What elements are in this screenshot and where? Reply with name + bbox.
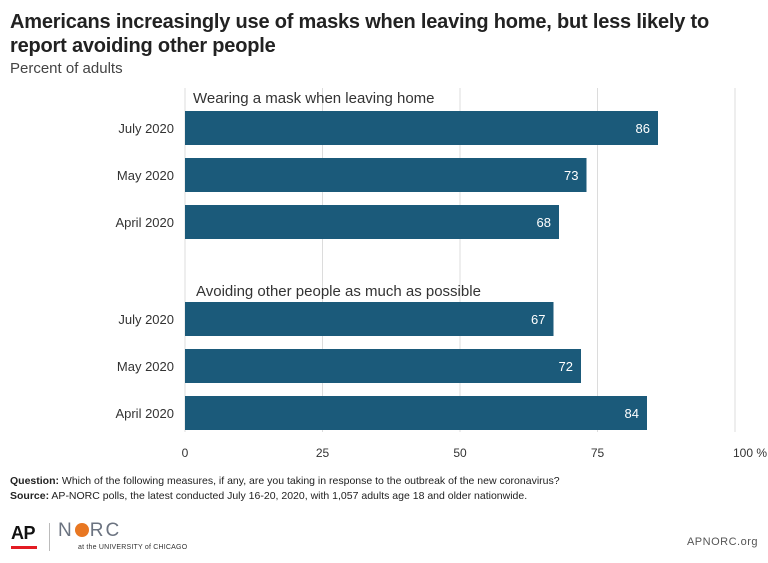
category-label: July 2020: [118, 121, 174, 136]
bar: [185, 349, 581, 383]
norc-sublabel: at the UNIVERSITY of CHICAGO: [78, 544, 188, 551]
data-label: 72: [559, 359, 573, 374]
source-label: Source:: [10, 490, 50, 502]
category-label: April 2020: [115, 215, 174, 230]
footnote: Question: Which of the following measure…: [10, 474, 760, 504]
category-label: May 2020: [117, 168, 174, 183]
category-label: July 2020: [118, 312, 174, 327]
bar: [185, 158, 587, 192]
bar-chart: Wearing a mask when leaving home July 202…: [115, 88, 767, 460]
ap-logo-underline: [11, 546, 37, 549]
bar: [185, 396, 647, 430]
category-label: April 2020: [115, 406, 174, 421]
question-label: Question:: [10, 475, 59, 487]
question-note: Question: Which of the following measure…: [10, 474, 760, 489]
x-tick-label: 25: [316, 446, 330, 460]
category-label: May 2020: [117, 359, 174, 374]
source-note: Source: AP-NORC polls, the latest conduc…: [10, 489, 760, 504]
data-label: 67: [531, 312, 545, 327]
bar: [185, 205, 559, 239]
group-label: Avoiding other people as much as possibl…: [196, 283, 481, 300]
question-text: Which of the following measures, if any,…: [59, 475, 560, 487]
norc-logo-right: RC: [89, 520, 122, 541]
norc-logo-left: N: [58, 520, 74, 541]
group-label: Wearing a mask when leaving home: [193, 90, 435, 107]
x-tick-label: 75: [591, 446, 605, 460]
source-text: AP-NORC polls, the latest conducted July…: [49, 490, 528, 502]
data-label: 84: [625, 406, 639, 421]
data-label: 73: [564, 168, 578, 183]
norc-logo: N RC: [58, 520, 121, 542]
site-link[interactable]: APNORC.org: [686, 536, 758, 548]
logo-divider: [49, 523, 50, 551]
x-tick-label: 100 %: [733, 446, 767, 460]
data-label: 86: [636, 121, 650, 136]
chart-subtitle: Percent of adults: [10, 60, 123, 77]
x-tick-label: 0: [182, 446, 189, 460]
chart-title: Americans increasingly use of masks when…: [10, 11, 709, 57]
x-tick-label: 50: [453, 446, 467, 460]
bar: [185, 111, 658, 145]
ap-logo: AP: [11, 523, 36, 543]
bar: [185, 302, 554, 336]
data-label: 68: [537, 215, 551, 230]
norc-dot-icon: [74, 523, 89, 537]
